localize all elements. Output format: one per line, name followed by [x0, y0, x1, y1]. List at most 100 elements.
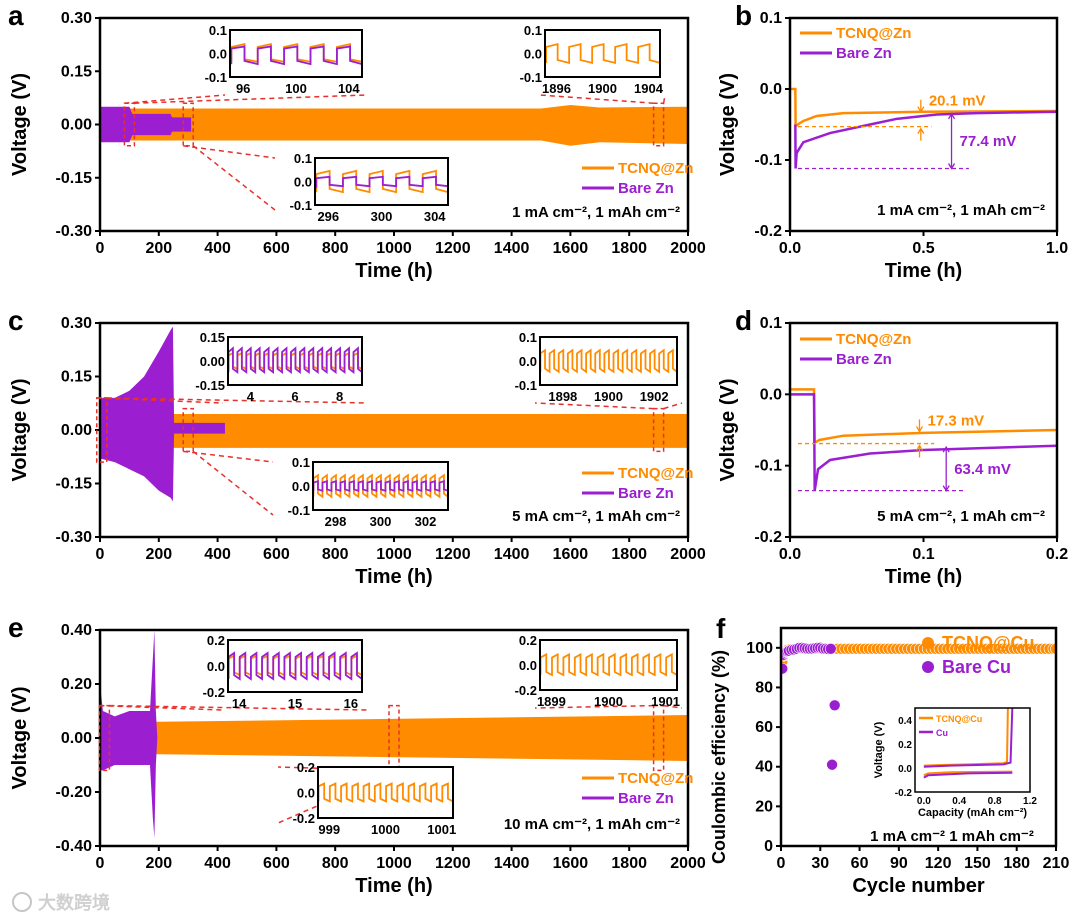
y-tick-label: 0.1	[760, 10, 782, 27]
x-tick-label: 1000	[376, 240, 412, 257]
annotation-label: 77.4 mV	[960, 133, 1017, 150]
inset-x-tick-label: 1001	[427, 822, 456, 837]
plot-frame	[779, 626, 1058, 848]
x-axis-title: Time (h)	[885, 566, 962, 588]
y-tick-label: -0.2	[754, 529, 782, 546]
legend-marker	[922, 661, 934, 673]
panel-d: d 0.0 0.1 0.2 -0.2 -0.1 0.0 0.1 Time (h) Voltage …	[717, 305, 1068, 588]
inset-charge-curve	[923, 708, 1014, 768]
inset-y-tick-label: -0.1	[520, 70, 542, 85]
panel-letter: c	[8, 305, 24, 336]
y-tick-label: 0.1	[760, 315, 782, 332]
inset-y-tick-label: 0.15	[200, 330, 225, 345]
inset-y-tick-label: 0.0	[207, 659, 225, 674]
data-point	[828, 699, 841, 712]
y-axis-title: Voltage (V)	[717, 379, 739, 482]
panel-f: f 0 30 60 90 120 150 180 210 0 20 40 60 80 100 Cycle nu…	[709, 613, 1069, 897]
test-condition: 1 mA cm⁻² 1 mAh cm⁻²	[870, 828, 1034, 845]
inset-series-line	[539, 652, 678, 677]
inset-x-tick-label: 15	[288, 696, 302, 711]
series-layer	[100, 326, 688, 502]
x-tick-label: 400	[204, 546, 231, 563]
x-tick-label: 0	[96, 546, 105, 563]
inset-x-tick-label: 6	[291, 389, 298, 404]
x-tick-label: 1600	[553, 855, 589, 872]
inset-frame	[227, 336, 363, 386]
series-band-barezn	[100, 106, 192, 143]
x-tick-label: 1800	[611, 240, 647, 257]
legend: TCNQ@Cu Bare Cu	[922, 633, 1035, 677]
double-arrow-icon	[942, 445, 950, 492]
series-band-barezn	[100, 326, 225, 502]
inset-x-tick-label: 104	[338, 81, 360, 96]
x-tick-label: 1200	[435, 240, 471, 257]
inset-y-tick-label: 0.2	[207, 633, 225, 648]
inset-y-tick-label: 0.1	[524, 23, 542, 38]
series-line-barezn	[794, 110, 1057, 169]
watermark-logo: 大数跨境	[12, 892, 110, 913]
x-tick-label: 0.2	[1046, 546, 1068, 563]
zoom-inset: 4 6 8 -0.15 0.00 0.15	[96, 330, 368, 463]
zoom-connector	[96, 397, 368, 404]
zoom-inset: 1896 1900 1904 -0.1 0.0 0.1	[520, 23, 666, 147]
inset-x-tick-label: 1899	[537, 694, 566, 709]
x-tick-label: 180	[1003, 855, 1030, 872]
legend-marker	[922, 637, 934, 649]
y-tick-label: -0.15	[56, 170, 93, 187]
y-tick-label: 40	[755, 759, 773, 776]
inset-y-tick-label: 0.0	[297, 786, 315, 801]
inset-y-tick-label: -0.15	[195, 378, 225, 393]
y-axis-title: Voltage (V)	[9, 73, 31, 176]
x-tick-label: 200	[145, 240, 172, 257]
inset-series-line	[229, 45, 363, 66]
legend-label: TCNQ@Zn	[618, 770, 693, 787]
y-tick-label: 0	[764, 838, 773, 855]
y-tick-label: -0.40	[56, 838, 93, 855]
inset-x-tick-label: 0.8	[988, 796, 1002, 807]
inset-series-line	[227, 654, 363, 677]
inset-x-tick-label: 296	[317, 209, 339, 224]
y-tick-label: 0.15	[61, 369, 92, 386]
legend-label: TCNQ@Zn	[618, 160, 693, 177]
y-tick-label: 0.15	[61, 63, 92, 80]
zoom-inset: 296 300 304 -0.1 0.0 0.1	[182, 102, 449, 224]
inset-x-tick-label: 1898	[548, 389, 577, 404]
inset-x-tick-label: 0.0	[917, 796, 931, 807]
annotation-label: 20.1 mV	[929, 93, 986, 110]
y-axis-title: Coulombic efficiency (%)	[709, 650, 729, 864]
data-point	[781, 662, 789, 675]
inset-x-tick-label: 96	[236, 81, 250, 96]
inset-frame	[227, 639, 363, 693]
inset-x-tick-label: 4	[247, 389, 255, 404]
annotation-label: 17.3 mV	[927, 412, 984, 429]
y-tick-label: 0.00	[61, 422, 92, 439]
watermark-icon	[12, 892, 32, 912]
x-tick-label: 400	[204, 855, 231, 872]
panel-letter: f	[716, 613, 726, 644]
zoom-connector	[534, 402, 683, 410]
inset-x-tick-label: 14	[232, 696, 247, 711]
inset-y-tick-label: 0.1	[209, 23, 227, 38]
zoom-region	[652, 102, 665, 147]
overpotential-annotation: 17.3 mV	[798, 412, 984, 458]
zoom-connector	[183, 145, 276, 211]
series-band-barezn	[100, 630, 158, 838]
x-tick-label: 600	[263, 855, 290, 872]
inset-series-line	[317, 782, 454, 803]
x-tick-label: 2000	[670, 546, 706, 563]
series-layer	[100, 104, 688, 146]
x-tick-label: 60	[851, 855, 869, 872]
y-axis-title: Voltage (V)	[9, 687, 31, 790]
x-tick-label: 800	[322, 546, 349, 563]
inset-x-tick-label: 16	[344, 696, 358, 711]
zoom-inset: 1899 1900 1901 -0.2 0.0 0.2	[515, 633, 683, 772]
test-condition: 5 mA cm⁻², 1 mAh cm⁻²	[512, 508, 680, 525]
series-line-tcnqzn	[790, 87, 1057, 129]
x-axis-title: Time (h)	[355, 566, 432, 588]
legend-label: Bare Zn	[618, 180, 674, 197]
inset-series-line	[312, 479, 449, 493]
inset-frame	[539, 639, 678, 691]
x-tick-label: 120	[925, 855, 952, 872]
